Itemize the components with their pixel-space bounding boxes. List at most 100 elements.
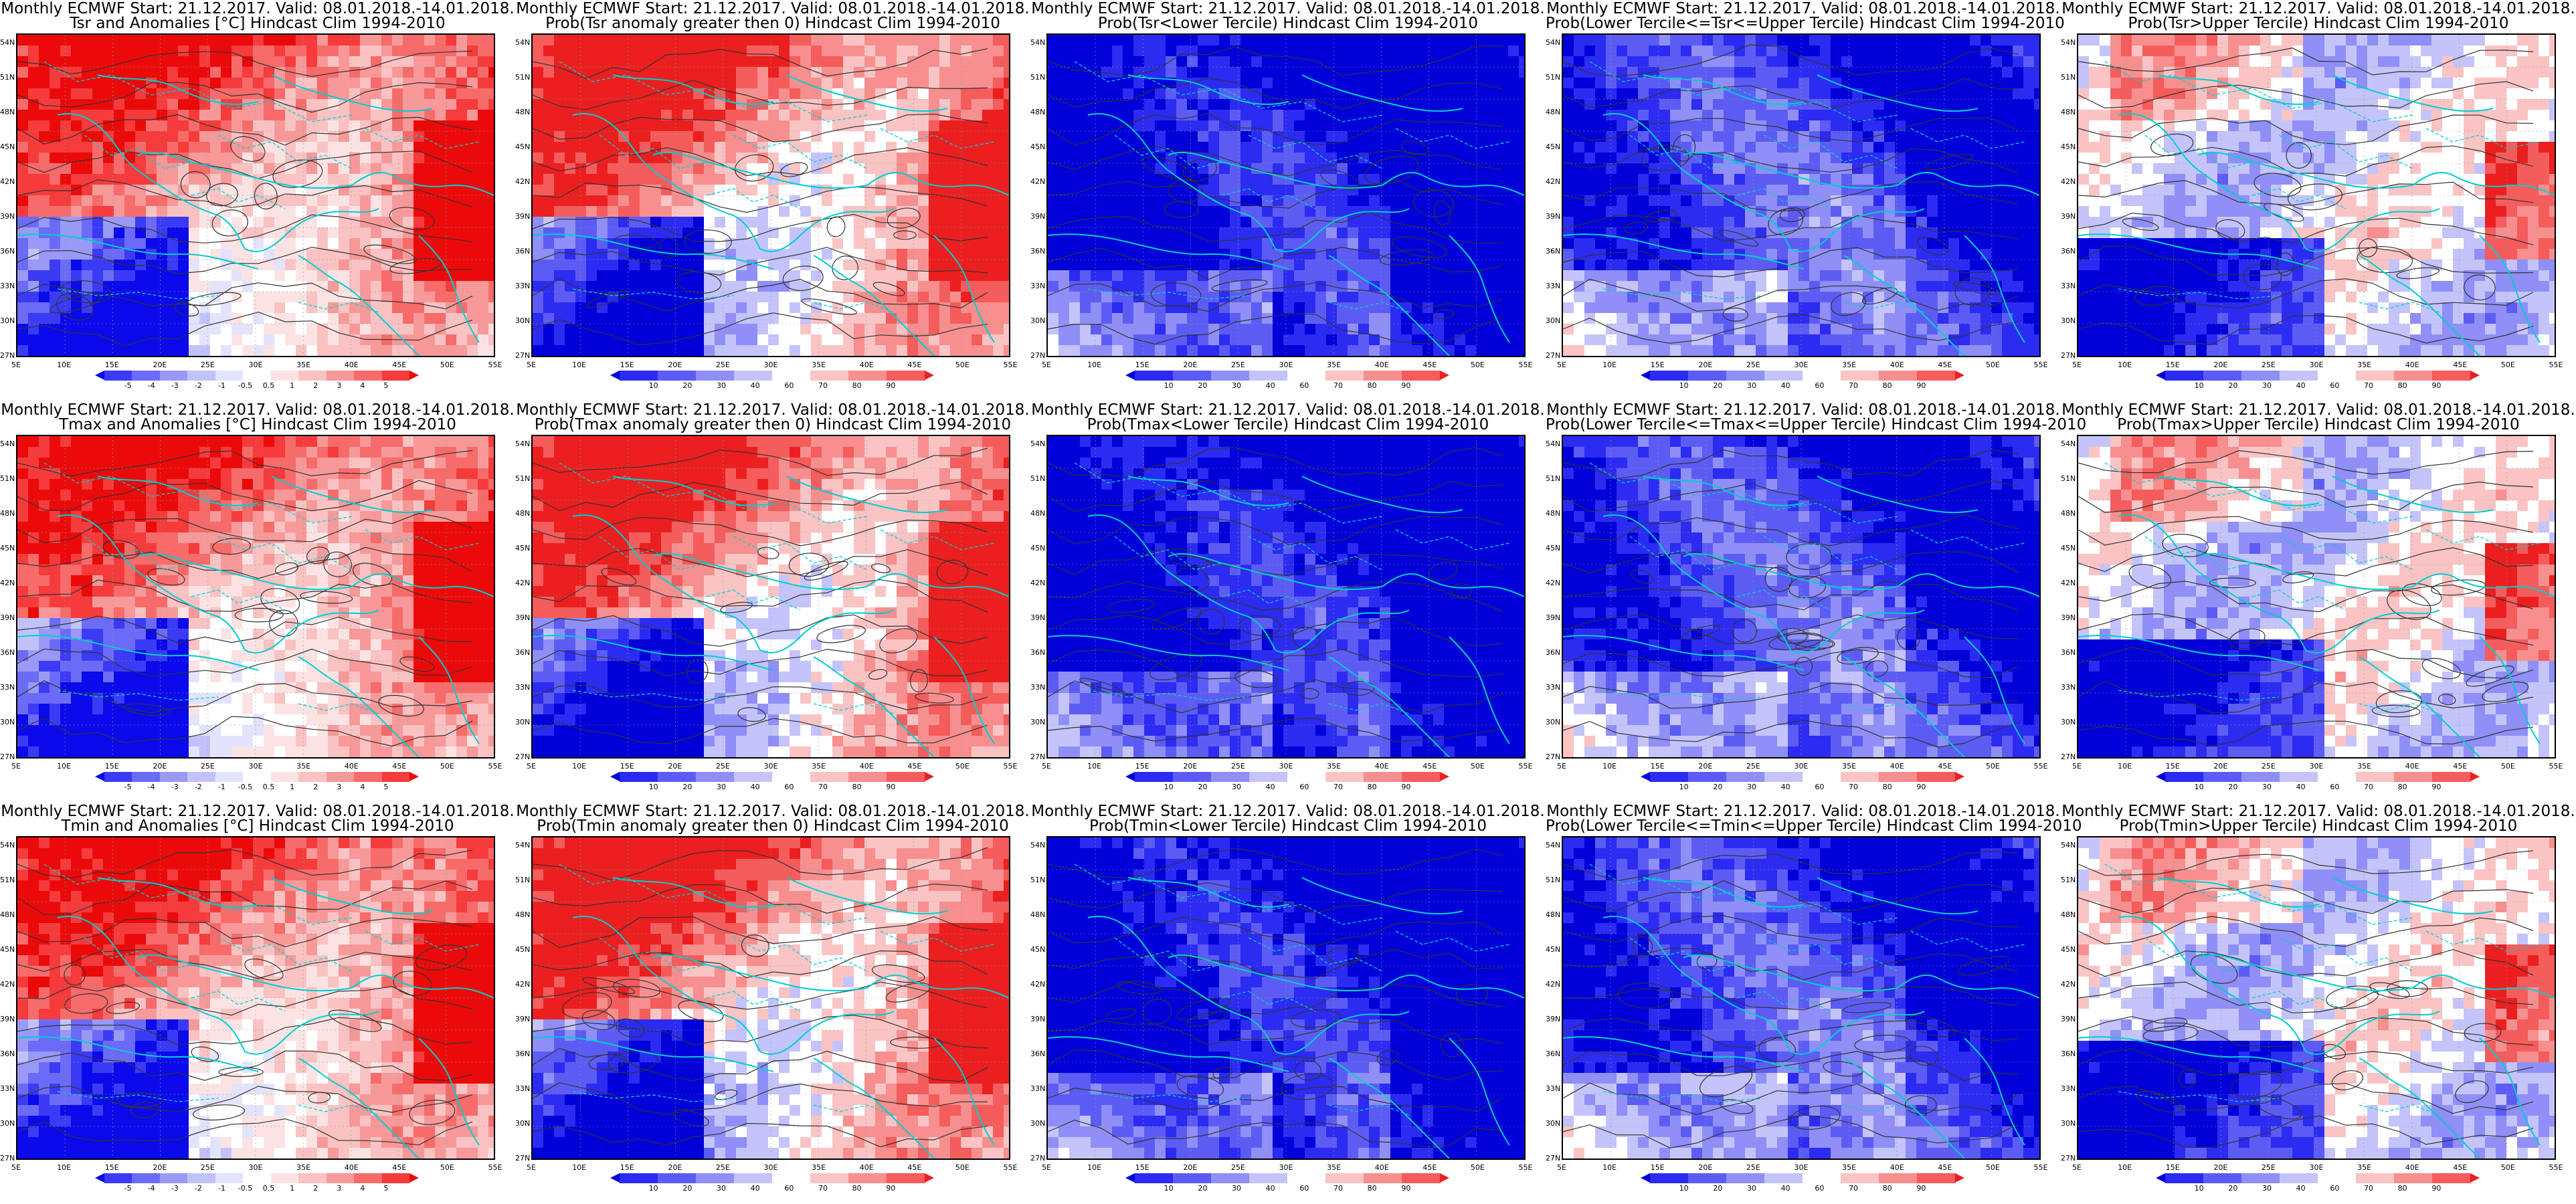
longitude-label: 50E — [2501, 1164, 2515, 1172]
longitude-label: 40E — [2405, 1164, 2419, 1172]
shaded-field — [1563, 35, 2039, 356]
longitude-label: 10E — [2118, 1164, 2132, 1172]
latitude-label: 27N — [1546, 1155, 1560, 1163]
legend-tick-label: 90 — [886, 783, 895, 791]
legend-swatch — [2203, 1173, 2242, 1183]
legend-swatch — [1402, 1173, 1441, 1183]
longitude-label: 10E — [572, 361, 586, 369]
longitude-label: 30E — [764, 1164, 778, 1172]
latitude-label: 27N — [2061, 1155, 2076, 1163]
latitude-label: 45N — [2061, 544, 2076, 553]
latitude-label: 27N — [0, 1155, 15, 1163]
latitude-label: 42N — [1030, 178, 1045, 186]
legend-swatch — [1287, 371, 1326, 381]
longitude-label: 35E — [2357, 1164, 2371, 1172]
longitude-label: 45E — [907, 763, 921, 771]
latitude-label: 42N — [1546, 981, 1560, 989]
map-panel: Monthly ECMWF Start: 21.12.2017. Valid: … — [1030, 0, 1546, 401]
legend-swatch — [696, 1173, 735, 1183]
longitude-label: 25E — [716, 1164, 730, 1172]
longitude-label: 25E — [201, 361, 215, 369]
longitude-label: 25E — [1746, 361, 1760, 369]
latitude-label: 30N — [515, 718, 530, 726]
panel-title: Monthly ECMWF Start: 21.12.2017. Valid: … — [0, 402, 515, 418]
longitude-label: 10E — [57, 1164, 71, 1172]
longitude-label: 15E — [1135, 763, 1149, 771]
latitude-label: 45N — [1546, 143, 1560, 151]
latitude-label: 48N — [1546, 911, 1560, 919]
legend-swatch — [381, 772, 410, 782]
longitude-label: 25E — [2262, 361, 2276, 369]
legend-tick-label: 10 — [2195, 1185, 2204, 1193]
legend-swatch — [1173, 371, 1212, 381]
legend-tick-label: 80 — [1368, 382, 1377, 390]
latitude-label: 33N — [1546, 282, 1560, 290]
legend-tick-label: -2 — [195, 382, 202, 390]
longitude-label: 35E — [1327, 1164, 1341, 1172]
legend-swatch — [187, 772, 216, 782]
coastlines — [2078, 476, 2555, 757]
longitude-label: 10E — [1602, 763, 1617, 771]
longitude-label: 55E — [488, 763, 502, 771]
latitude-label: 27N — [1030, 1155, 1045, 1163]
latitude-label: 36N — [515, 1050, 530, 1058]
latitude-label: 45N — [1030, 544, 1045, 553]
legend-tick-label: 2 — [313, 1185, 318, 1193]
map-plot — [531, 435, 1010, 759]
legend-swatch — [620, 772, 658, 782]
latitude-label: 33N — [515, 282, 530, 290]
latitude-label: 51N — [0, 876, 15, 884]
legend-swatch — [1135, 1173, 1174, 1183]
legend-swatch — [1879, 772, 1918, 782]
latitude-label: 51N — [1030, 876, 1045, 884]
legend-swatch — [1841, 1173, 1879, 1183]
latitude-label: 48N — [515, 108, 530, 116]
latitude-label: 54N — [515, 440, 530, 448]
panel-title: Monthly ECMWF Start: 21.12.2017. Valid: … — [1030, 803, 1546, 819]
longitude-label: 50E — [955, 1164, 970, 1172]
legend-swatch — [887, 371, 925, 381]
legend-tick-label: 4 — [360, 1185, 365, 1193]
legend-tick-label: 20 — [682, 783, 692, 791]
longitude-label: 55E — [2034, 1164, 2048, 1172]
longitude-label: 30E — [2310, 763, 2324, 771]
latitude-label: 36N — [1030, 247, 1045, 256]
legend-tick-label: 5 — [383, 382, 388, 390]
latitude-label: 30N — [2061, 1120, 2076, 1128]
legend-tick-label: 40 — [2296, 1185, 2306, 1193]
legend-swatch — [1764, 371, 1803, 381]
latitude-label: 36N — [515, 649, 530, 657]
legend-swatch — [215, 772, 244, 782]
latitude-label: 54N — [0, 440, 15, 448]
latitude-label: 42N — [0, 981, 15, 989]
country-borders — [1074, 864, 1510, 1116]
legend-swatch — [2241, 772, 2280, 782]
map-plot — [16, 435, 495, 759]
legend-arrow-left — [610, 1173, 620, 1183]
latitude-label: 30N — [515, 317, 530, 325]
latitude-label: 42N — [2061, 178, 2076, 186]
latitude-label: 42N — [2061, 579, 2076, 587]
map-panel: Monthly ECMWF Start: 21.12.2017. Valid: … — [515, 401, 1030, 803]
latitude-label: 30N — [2061, 718, 2076, 726]
latitude-label: 36N — [1030, 649, 1045, 657]
latitude-label: 42N — [0, 579, 15, 587]
longitude-label: 5E — [11, 1164, 21, 1172]
legend-tick-label: 30 — [717, 1185, 726, 1193]
coastlines — [2078, 74, 2555, 356]
panel-subtitle: Prob(Tmax>Upper Tercile) Hindcast Clim 1… — [2061, 417, 2576, 433]
latitude-label: 36N — [0, 649, 15, 657]
lat-lon-grid — [17, 436, 494, 757]
color-bar-legend — [95, 371, 419, 381]
latitude-label: 30N — [1546, 1120, 1560, 1128]
legend-tick-label: 70 — [818, 1185, 828, 1193]
legend-swatch — [2318, 371, 2357, 381]
longitude-label: 10E — [2118, 361, 2132, 369]
legend-tick-label: 0.5 — [263, 382, 275, 390]
map-svg — [1048, 436, 1524, 757]
latitude-label: 48N — [1546, 108, 1560, 116]
legend-swatch — [887, 1173, 925, 1183]
shaded-field — [17, 35, 494, 356]
country-borders — [1589, 462, 2025, 714]
legend-swatch — [772, 371, 811, 381]
